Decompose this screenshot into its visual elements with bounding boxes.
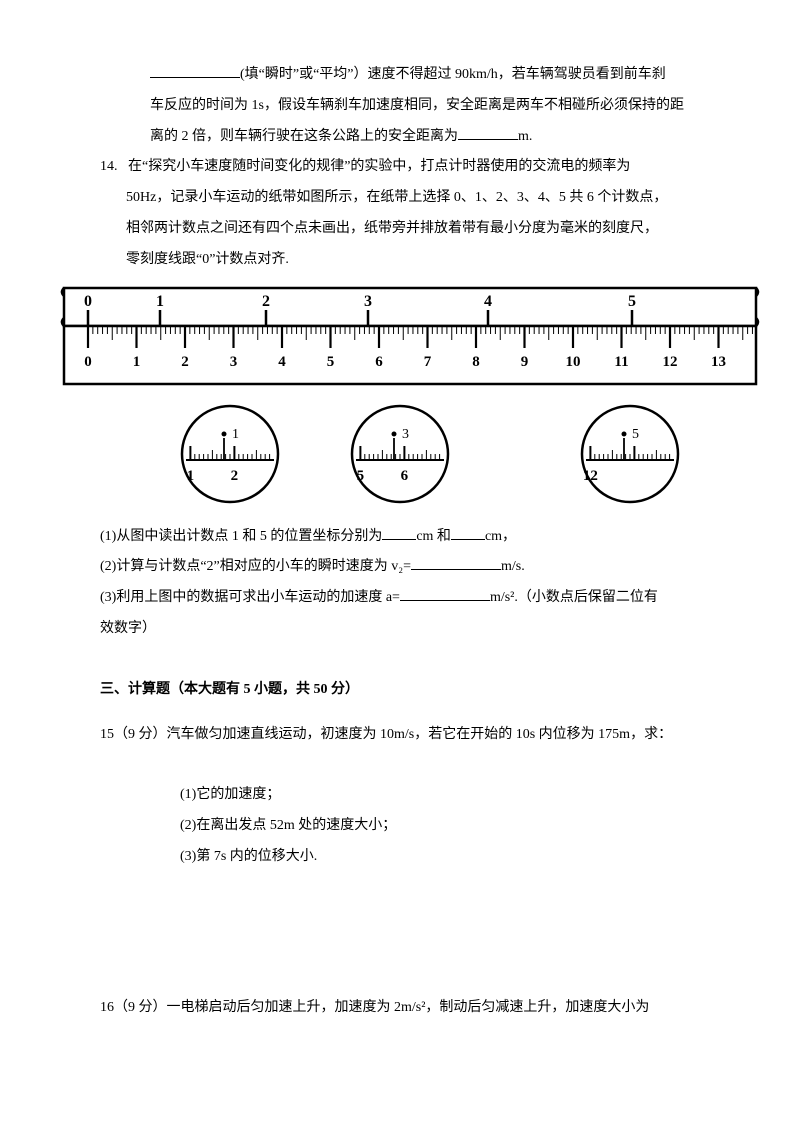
blank-q13-dist [458,125,518,140]
svg-text:0: 0 [84,293,92,310]
q14-sub2-post: m/s. [501,559,525,574]
svg-text:4: 4 [484,293,492,310]
svg-text:2: 2 [181,354,189,370]
svg-text:7: 7 [424,354,432,370]
ruler-svg: 012345012345678910111213 [60,282,760,392]
blank-a [400,586,490,601]
q14-sub3: (3)利用上图中的数据可求出小车运动的加速度 a= m/s².（小数点后保留二位有 [60,583,740,614]
blank-v2 [411,555,501,570]
q13-line3-post: m. [518,129,532,144]
svg-text:1: 1 [156,293,164,310]
q14-sub1-pre: (1)从图中读出计数点 1 和 5 的位置坐标分别为 [100,529,382,544]
spacer-big [60,873,740,993]
svg-text:2: 2 [262,293,270,310]
q15-head: 15（9 分）汽车做匀加速直线运动，初速度为 10m/s，若它在开始的 10s … [60,720,740,751]
svg-text:11: 11 [614,354,628,370]
q14-sub1: (1)从图中读出计数点 1 和 5 的位置坐标分别为 cm 和 cm， [60,522,740,553]
svg-text:12: 12 [583,468,598,484]
q14-line3: 相邻两计数点之间还有四个点未画出，纸带旁并排放着带有最小分度为毫米的刻度尺， [60,214,740,245]
svg-text:5: 5 [327,354,335,370]
blank-q13-type [150,63,240,78]
svg-text:1: 1 [232,427,239,442]
q15-s3: (3)第 7s 内的位移大小. [60,842,740,873]
svg-text:5: 5 [628,293,636,310]
q14-sub2-pre: (2)计算与计数点“2”相对应的小车的瞬时速度为 v₂= [100,559,411,574]
svg-text:0: 0 [84,354,92,370]
svg-text:6: 6 [375,354,383,370]
svg-text:3: 3 [402,427,409,442]
svg-text:10: 10 [566,354,581,370]
svg-text:1: 1 [187,468,195,484]
magnifier-svg: 121563125 [60,402,760,512]
magnifiers-figure: 121563125 [60,402,740,512]
q14-l1: 在“探究小车速度随时间变化的规律”的实验中，打点计时器使用的交流电的频率为 [128,159,630,174]
q14-line4: 零刻度线跟“0”计数点对齐. [60,245,740,276]
q14-sub3-post: m/s².（小数点后保留二位有 [490,590,658,605]
q13-line3: 离的 2 倍，则车辆行驶在这条公路上的安全距离为 m. [60,122,740,153]
q14-sub1-post: cm， [485,529,516,544]
svg-text:13: 13 [711,354,726,370]
q15-s1: (1)它的加速度； [60,780,740,811]
svg-text:3: 3 [364,293,372,310]
svg-text:12: 12 [663,354,678,370]
svg-text:5: 5 [632,427,639,442]
q14-sub1-mid: cm 和 [416,529,451,544]
svg-text:5: 5 [357,468,365,484]
svg-text:8: 8 [472,354,480,370]
svg-text:1: 1 [133,354,141,370]
blank-pos5 [451,525,485,540]
q14-num: 14. [100,159,118,174]
section3-title: 三、计算题（本大题有 5 小题，共 50 分） [60,675,740,706]
ruler-figure: 012345012345678910111213 [60,282,740,392]
svg-text:4: 4 [278,354,286,370]
spacer [60,750,740,780]
q14-line1: 14. 在“探究小车速度随时间变化的规律”的实验中，打点计时器使用的交流电的频率… [60,152,740,183]
q15-s2: (2)在离出发点 52m 处的速度大小； [60,811,740,842]
q13-line2: 车反应的时间为 1s，假设车辆刹车加速度相同，安全距离是两车不相碰所必须保持的距 [60,91,740,122]
q13-line3-pre: 离的 2 倍，则车辆行驶在这条公路上的安全距离为 [150,129,458,144]
q13-line1-text: (填“瞬时”或“平均”）速度不得超过 90km/h，若车辆驾驶员看到前车刹 [240,67,666,82]
svg-text:9: 9 [521,354,529,370]
svg-text:3: 3 [230,354,238,370]
svg-text:6: 6 [401,468,409,484]
q14-line2: 50Hz，记录小车运动的纸带如图所示，在纸带上选择 0、1、2、3、4、5 共 … [60,183,740,214]
q13-line1: (填“瞬时”或“平均”）速度不得超过 90km/h，若车辆驾驶员看到前车刹 [60,60,740,91]
svg-text:2: 2 [231,468,239,484]
blank-pos1 [382,525,416,540]
q16-head: 16（9 分）一电梯启动后匀加速上升，加速度为 2m/s²，制动后匀减速上升，加… [60,993,740,1024]
q14-sub2: (2)计算与计数点“2”相对应的小车的瞬时速度为 v₂= m/s. [60,552,740,583]
q14-sub3b: 效数字） [60,614,740,645]
q14-sub3-pre: (3)利用上图中的数据可求出小车运动的加速度 a= [100,590,400,605]
